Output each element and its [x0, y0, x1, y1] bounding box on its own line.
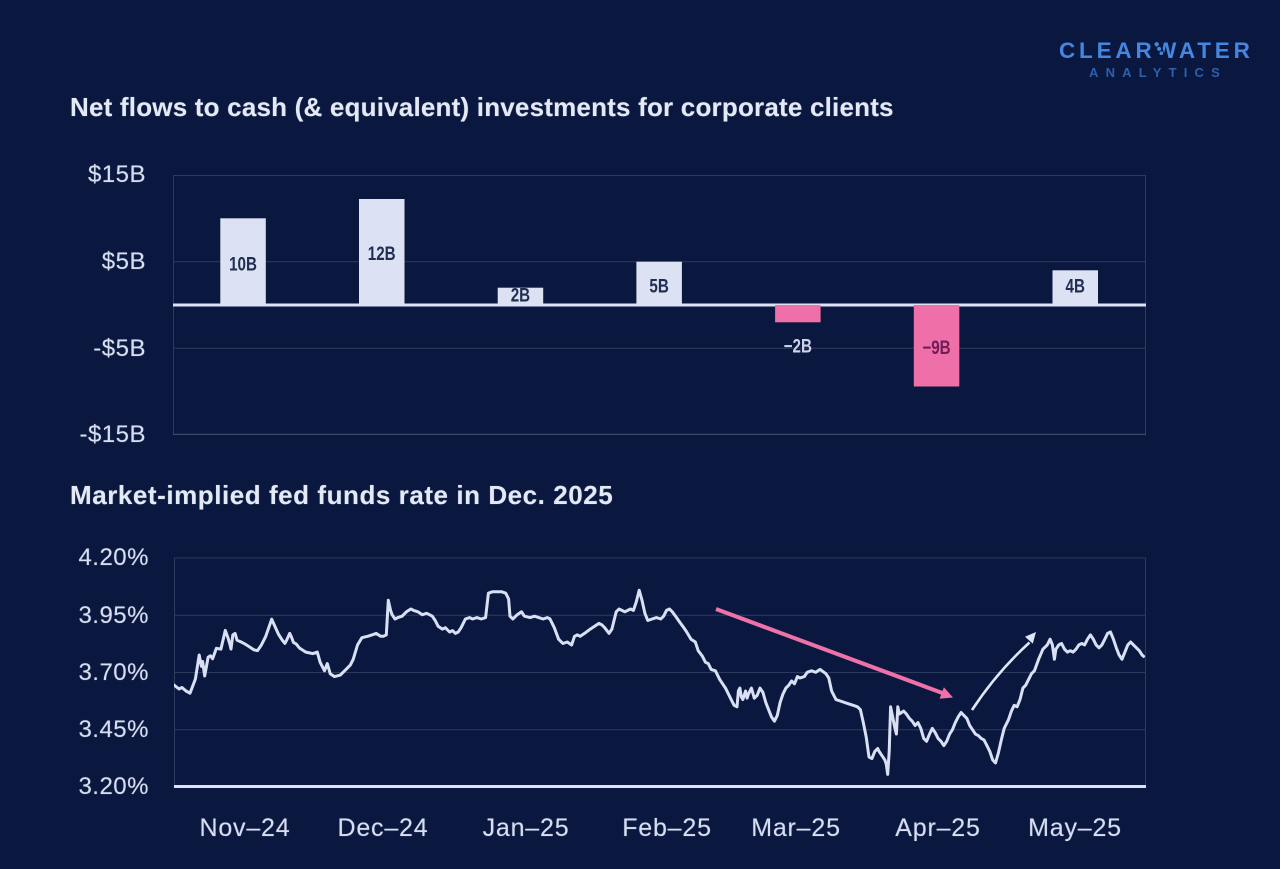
svg-text:4B: 4B — [1065, 275, 1084, 297]
svg-text:2B: 2B — [511, 284, 530, 306]
svg-text:−2B: −2B — [784, 335, 812, 357]
svg-text:10B: 10B — [229, 253, 257, 275]
svg-text:12B: 12B — [368, 242, 396, 264]
svg-text:−9B: −9B — [922, 336, 950, 358]
svg-text:5B: 5B — [649, 275, 668, 297]
